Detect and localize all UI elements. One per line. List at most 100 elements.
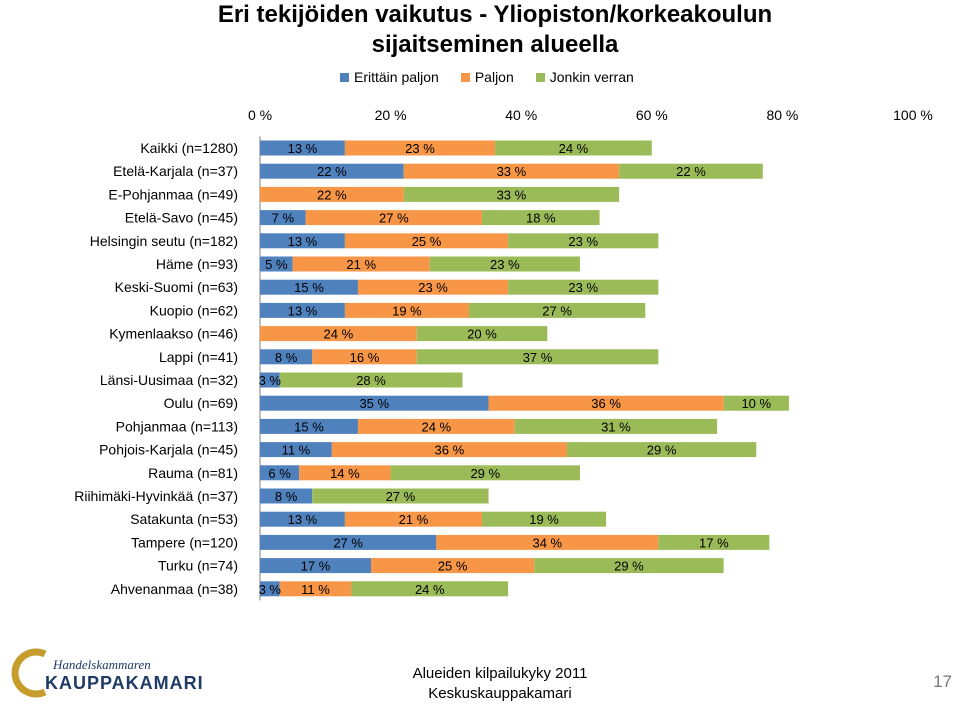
data-label: 33 % (497, 187, 527, 202)
bar-segment (260, 534, 437, 550)
data-label: 13 % (288, 303, 318, 318)
bar-segment (508, 279, 659, 295)
bar-segment (312, 488, 489, 504)
data-label: 11 % (301, 582, 330, 597)
bar-segment (312, 349, 417, 365)
bar-segment (658, 534, 770, 550)
category-label: Kaikki (n=1280) (140, 140, 238, 156)
data-label: 18 % (526, 211, 556, 226)
category-label: Oulu (n=69) (164, 395, 238, 411)
bar-segment (260, 558, 372, 574)
category-label: Turku (n=74) (158, 558, 238, 574)
legend-label: Paljon (474, 69, 514, 85)
bar-segment (299, 465, 391, 481)
page-number: 17 (933, 672, 952, 691)
bar-segment (260, 418, 358, 434)
data-label: 13 % (288, 234, 318, 249)
bar-segment (260, 395, 489, 411)
category-label: Ahvenanmaa (n=38) (111, 581, 238, 597)
data-label: 24 % (415, 582, 445, 597)
bar-segment (260, 163, 404, 179)
data-label: 11 % (282, 443, 311, 458)
kauppakamari-logo: Handelskammaren KAUPPAKAMARI (11, 648, 204, 698)
bar-segment (260, 349, 313, 365)
bar-segment (292, 256, 430, 272)
data-label: 10 % (741, 396, 771, 411)
bar-segment (260, 256, 293, 272)
bar-segment (416, 349, 659, 365)
bar-segment (619, 163, 763, 179)
x-tick-label: 60 % (636, 107, 668, 123)
bar-segment (429, 256, 580, 272)
bar-segment (390, 465, 580, 481)
legend-item-erittain-paljon: Erittäin paljon (340, 69, 439, 85)
data-label: 24 % (324, 327, 354, 342)
data-label: 27 % (542, 303, 572, 318)
data-label: 20 % (467, 327, 497, 342)
x-tick-label: 80 % (766, 107, 798, 123)
bar-segment (357, 418, 515, 434)
bar-segment (508, 233, 659, 249)
chart-legend: Erittäin paljon Paljon Jonkin verran (340, 67, 656, 87)
bar-segment (260, 442, 332, 458)
category-label: Länsi-Uusimaa (n=32) (100, 372, 238, 388)
chart-title-line1: Eri tekijöiden vaikutus - Yliopiston/kor… (217, 1, 773, 28)
data-label: 22 % (317, 164, 347, 179)
data-label: 3 % (259, 582, 282, 597)
legend-label: Erittäin paljon (354, 69, 439, 85)
bar-segment (357, 279, 509, 295)
data-label: 13 % (288, 141, 318, 156)
data-label: 27 % (379, 211, 409, 226)
bar-segment (344, 140, 496, 156)
bar-segment (260, 511, 345, 527)
data-label: 6 % (268, 466, 291, 481)
data-label: 29 % (470, 466, 500, 481)
logo-line2: KAUPPAKAMARI (45, 673, 204, 693)
category-label: Satakunta (n=53) (130, 511, 238, 527)
bar-segment (260, 186, 404, 202)
bar-segment (279, 372, 463, 388)
bar-segment (534, 558, 724, 574)
bar-segment (260, 581, 280, 597)
category-label: Helsingin seutu (n=182) (90, 233, 238, 249)
data-label: 17 % (699, 535, 729, 550)
bar-segment (403, 163, 620, 179)
category-label: Häme (n=93) (156, 256, 238, 272)
bar-segment (495, 140, 652, 156)
chart-title: Eri tekijöiden vaikutus - Yliopiston/kor… (0, 0, 960, 60)
data-label: 27 % (386, 489, 416, 504)
data-label: 3 % (259, 373, 282, 388)
bar-segment (279, 581, 352, 597)
bar-segment (514, 418, 718, 434)
logo-line1: Handelskammaren (52, 657, 151, 672)
category-label: Kuopio (n=62) (150, 302, 238, 318)
data-label: 23 % (568, 280, 598, 295)
bar-segment (416, 326, 548, 342)
data-label: 19 % (529, 512, 559, 527)
x-tick-label: 100 % (893, 107, 933, 123)
data-label: 14 % (330, 466, 360, 481)
x-tick-label: 0 % (248, 107, 272, 123)
bar-segment (371, 558, 535, 574)
stacked-bar-chart: 0 % 20 % 40 % 60 % 80 % 100 % Kaikki (n=1280) 1… (74, 107, 933, 601)
x-tick-label: 40 % (505, 107, 537, 123)
bar-segment (488, 395, 724, 411)
data-label: 21 % (346, 257, 376, 272)
data-label: 28 % (356, 373, 386, 388)
data-label: 23 % (418, 280, 448, 295)
bar-segment (566, 442, 757, 458)
category-label: E-Pohjanmaa (n=49) (108, 186, 238, 202)
data-label: 21 % (399, 512, 429, 527)
x-tick-label: 20 % (375, 107, 407, 123)
bar-segment (260, 465, 300, 481)
data-label: 31 % (601, 419, 631, 434)
data-label: 19 % (392, 303, 422, 318)
bar-segment (403, 186, 620, 202)
data-label: 24 % (421, 419, 451, 434)
data-label: 17 % (301, 559, 331, 574)
data-label: 8 % (275, 350, 298, 365)
footer-line2: Keskuskauppakamari (428, 685, 572, 702)
data-label: 29 % (614, 559, 644, 574)
bar-segment (723, 395, 789, 411)
bar-segment (436, 534, 659, 550)
